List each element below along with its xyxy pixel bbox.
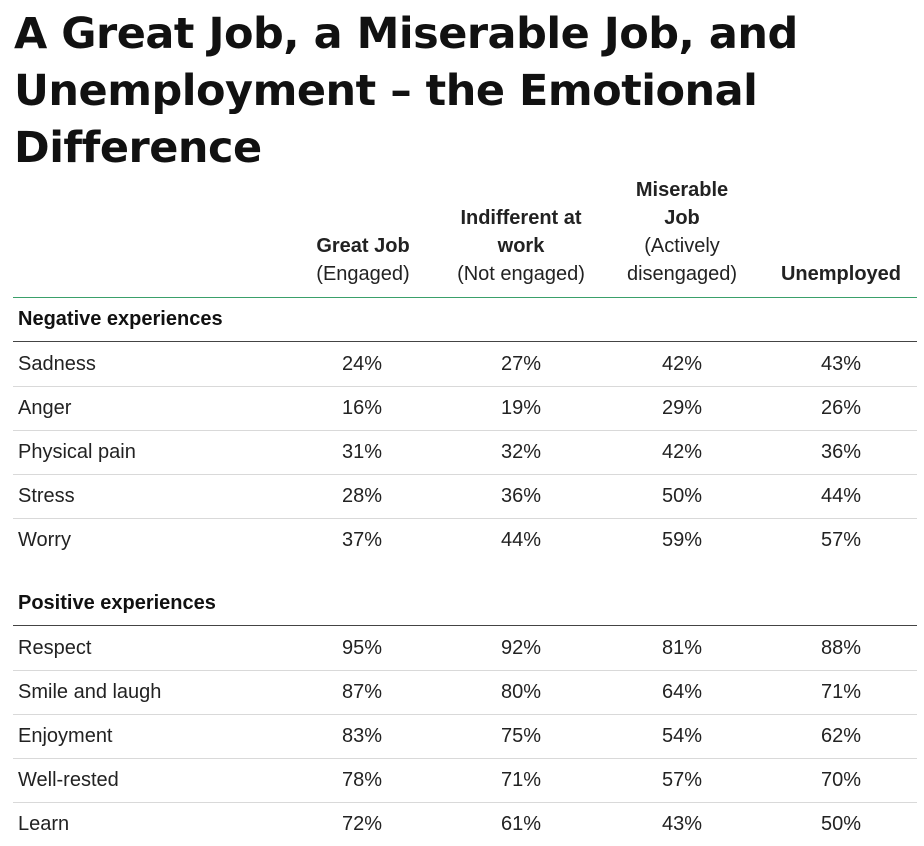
table-cell: 36%: [820, 441, 862, 463]
table-row: Enjoyment 83% 75% 54% 62%: [13, 714, 917, 759]
table-row: Respect 95% 92% 81% 88%: [13, 626, 917, 671]
row-label: Well-rested: [18, 769, 119, 791]
table-cell: 57%: [661, 769, 703, 791]
table-row: Anger 16% 19% 29% 26%: [13, 386, 917, 431]
section-heading: Negative experiences: [18, 308, 223, 330]
table-cell: 29%: [661, 397, 703, 419]
table-cell: 88%: [820, 637, 862, 659]
column-header-title: Unemployed: [780, 263, 902, 285]
table-cell: 64%: [661, 681, 703, 703]
row-label: Sadness: [18, 353, 96, 375]
table-cell: 83%: [341, 725, 383, 747]
table-header: Great Job (Engaged) Indifferent at work …: [0, 178, 924, 296]
header-divider: [13, 297, 917, 298]
column-header-subtitle: (Actively disengaged): [626, 235, 738, 285]
page-title: A Great Job, a Miserable Job, and Unempl…: [14, 9, 798, 173]
table-cell: 92%: [500, 637, 542, 659]
row-label: Physical pain: [18, 441, 136, 463]
table-row: Smile and laugh 87% 80% 64% 71%: [13, 670, 917, 715]
table-cell: 26%: [820, 397, 862, 419]
table-cell: 43%: [820, 353, 862, 375]
table-cell: 42%: [661, 353, 703, 375]
table-cell: 87%: [341, 681, 383, 703]
table-row: Stress 28% 36% 50% 44%: [13, 474, 917, 519]
row-label: Learn: [18, 813, 70, 835]
table-cell: 42%: [661, 441, 703, 463]
column-header-title: Great Job: [316, 235, 410, 257]
row-label: Respect: [18, 637, 92, 659]
row-label: Stress: [18, 485, 75, 507]
table-cell: 71%: [820, 681, 862, 703]
section-divider: [13, 625, 917, 626]
table-cell: 70%: [820, 769, 862, 791]
table-cell: 72%: [341, 813, 383, 835]
table-cell: 19%: [500, 397, 542, 419]
column-header-subtitle: (Not engaged): [457, 263, 585, 285]
column-header-subtitle: (Engaged): [316, 263, 410, 285]
table-cell: 31%: [341, 441, 383, 463]
table-cell: 37%: [341, 529, 383, 551]
table-cell: 36%: [500, 485, 542, 507]
table-cell: 44%: [820, 485, 862, 507]
column-header-title: Miserable Job: [635, 179, 729, 229]
table-cell: 95%: [341, 637, 383, 659]
column-header-title: Indifferent at work: [460, 207, 582, 257]
table-cell: 54%: [661, 725, 703, 747]
table-row: Learn 72% 61% 43% 50%: [13, 802, 917, 846]
table-cell: 61%: [500, 813, 542, 835]
row-label: Anger: [18, 397, 72, 419]
table-cell: 27%: [500, 353, 542, 375]
table-cell: 50%: [820, 813, 862, 835]
table-cell: 16%: [341, 397, 383, 419]
table-cell: 62%: [820, 725, 862, 747]
section-heading: Positive experiences: [18, 592, 216, 614]
column-header-great-job: Great Job (Engaged): [303, 232, 423, 288]
table-cell: 28%: [341, 485, 383, 507]
row-label: Worry: [18, 529, 71, 551]
table-cell: 78%: [341, 769, 383, 791]
column-header-unemployed: Unemployed: [771, 260, 911, 288]
column-header-indifferent: Indifferent at work (Not engaged): [446, 204, 596, 288]
section-divider: [13, 341, 917, 342]
table-row: Sadness 24% 27% 42% 43%: [13, 342, 917, 387]
table-cell: 50%: [661, 485, 703, 507]
table-row: Physical pain 31% 32% 42% 36%: [13, 430, 917, 475]
table-cell: 59%: [661, 529, 703, 551]
table-cell: 32%: [500, 441, 542, 463]
table-row: Well-rested 78% 71% 57% 70%: [13, 758, 917, 803]
table-cell: 57%: [820, 529, 862, 551]
table-cell: 43%: [661, 813, 703, 835]
row-label: Enjoyment: [18, 725, 113, 747]
column-header-miserable-job: Miserable Job (Actively disengaged): [612, 176, 752, 288]
table-row: Worry 37% 44% 59% 57%: [13, 518, 917, 562]
table-cell: 24%: [341, 353, 383, 375]
table-cell: 81%: [661, 637, 703, 659]
table-cell: 75%: [500, 725, 542, 747]
table-cell: 80%: [500, 681, 542, 703]
table-cell: 71%: [500, 769, 542, 791]
table-cell: 44%: [500, 529, 542, 551]
row-label: Smile and laugh: [18, 681, 162, 703]
